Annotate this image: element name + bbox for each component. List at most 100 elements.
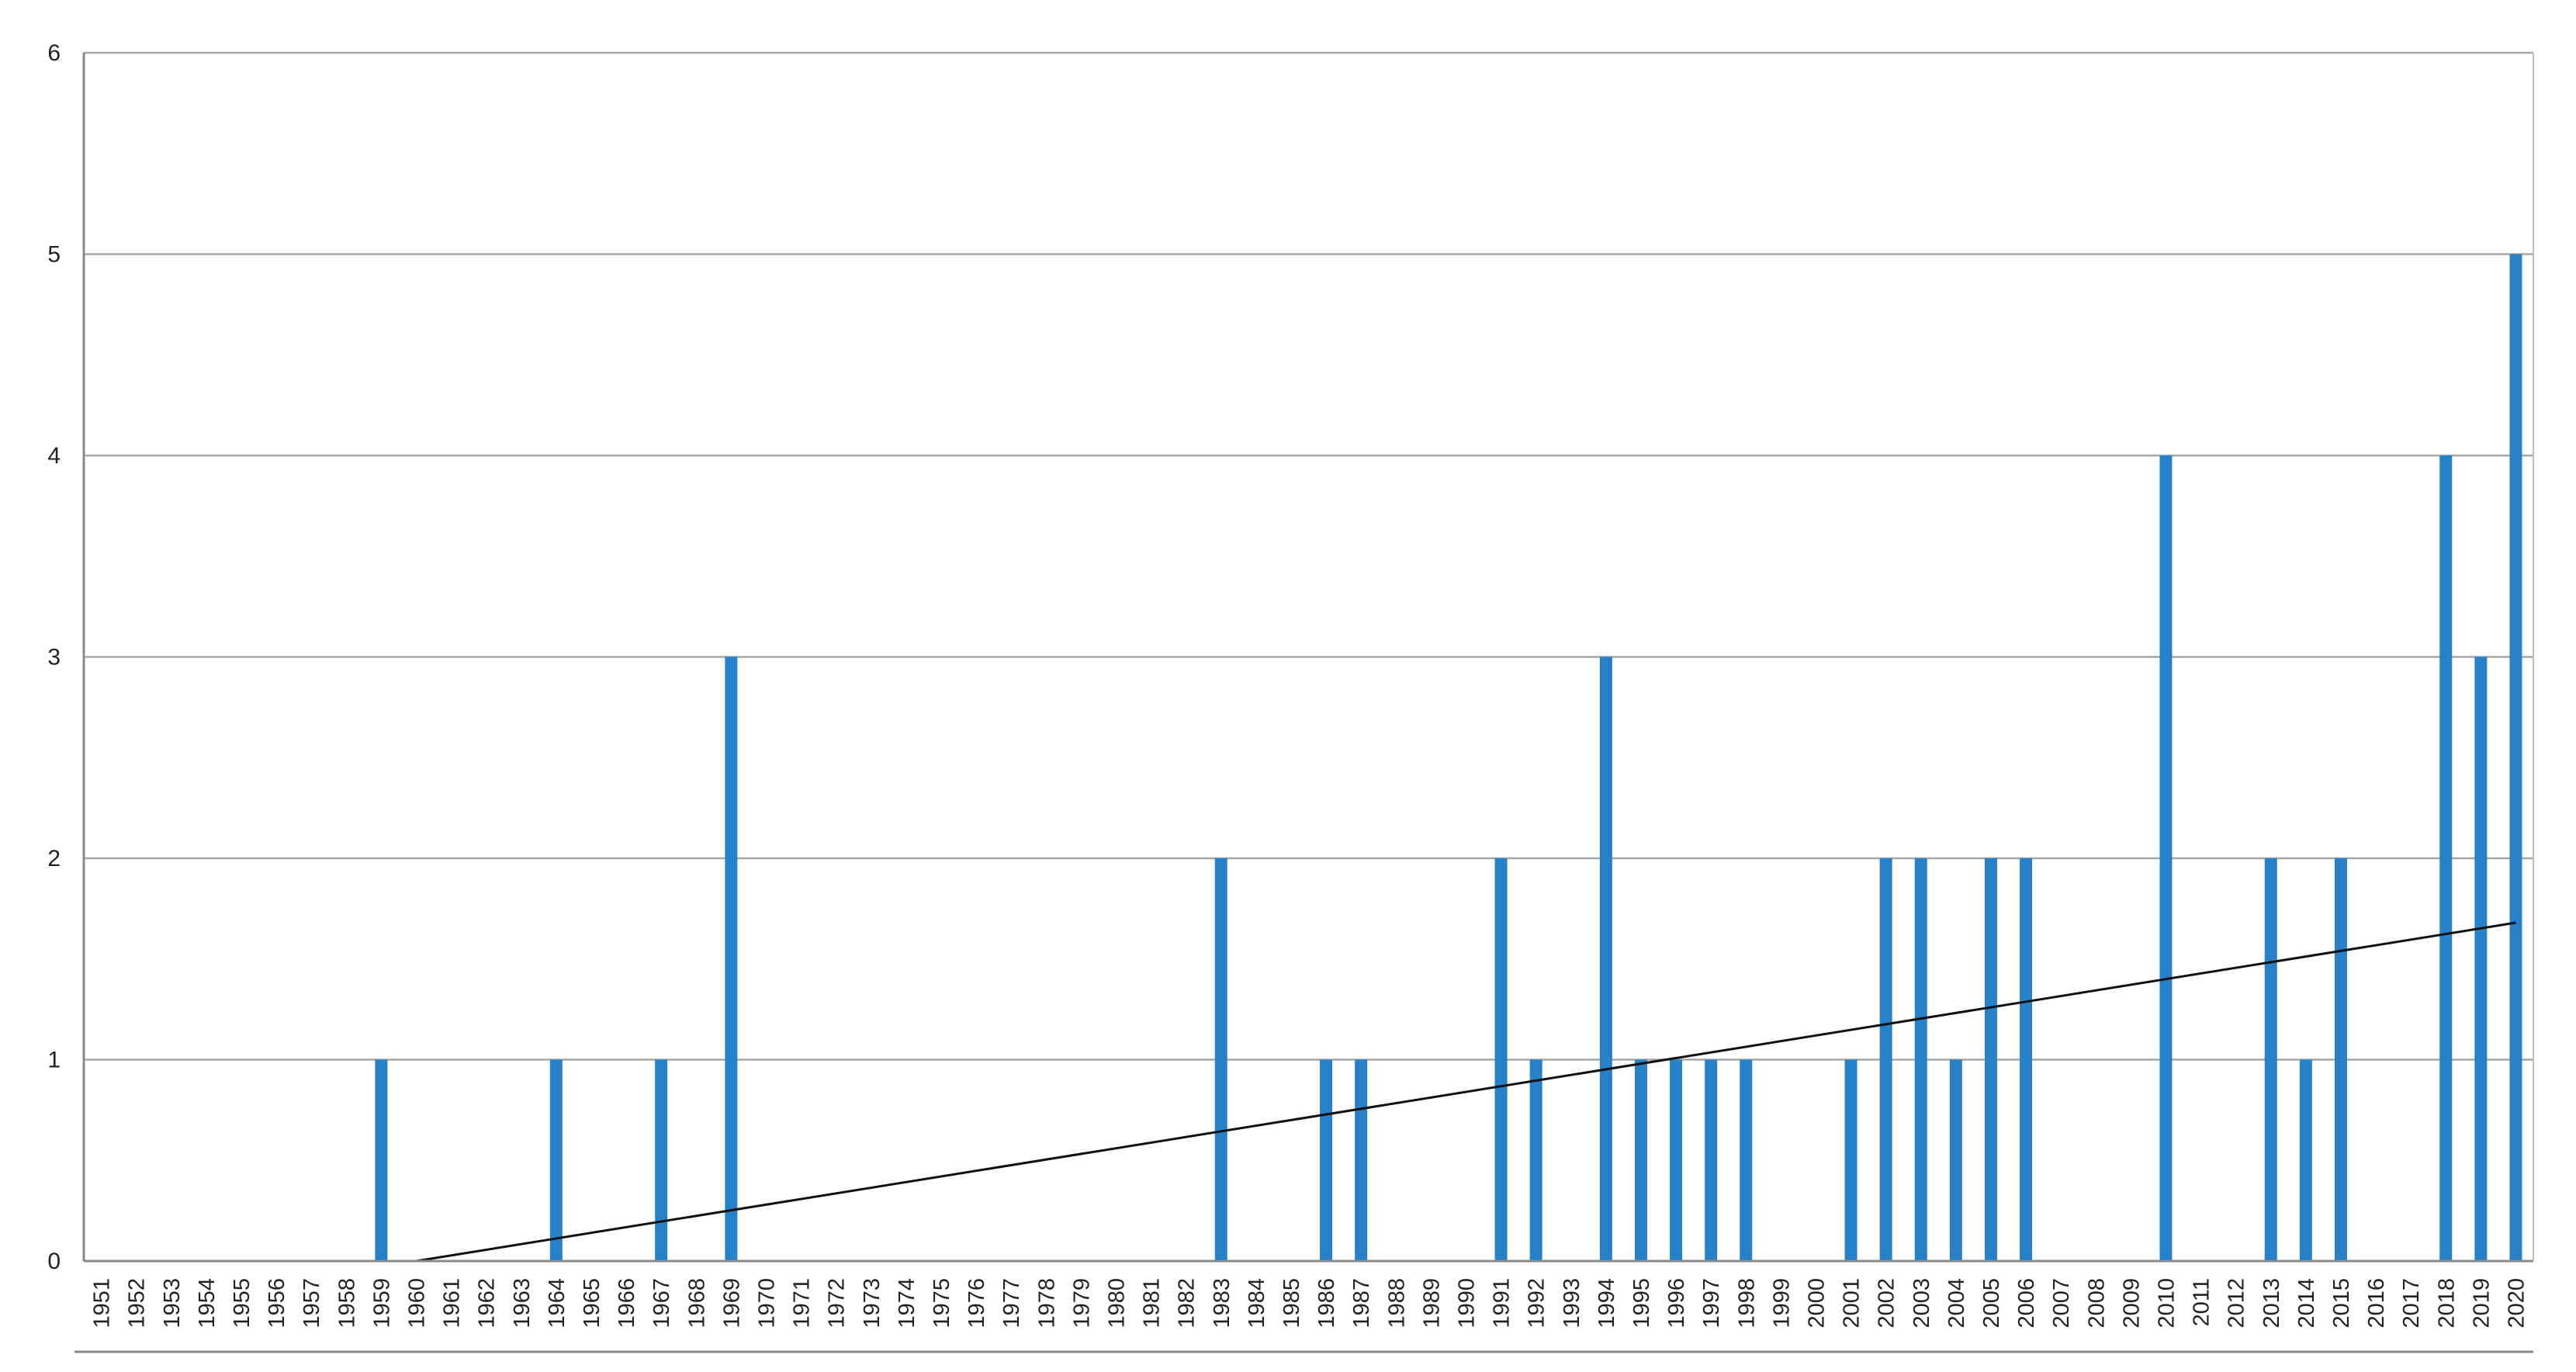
bar-2015 [2334, 858, 2347, 1261]
x-tick-label-1981: 1981 [1140, 1278, 1165, 1329]
x-tick-label-1971: 1971 [790, 1278, 815, 1329]
x-tick-label-2013: 2013 [2259, 1278, 2284, 1329]
x-tick-label-2018: 2018 [2434, 1278, 2459, 1329]
x-tick-label-2008: 2008 [2084, 1278, 2109, 1329]
x-tick-label-1960: 1960 [404, 1278, 429, 1329]
x-tick-label-1977: 1977 [999, 1278, 1024, 1329]
x-tick-label-1967: 1967 [649, 1278, 674, 1329]
bar-1991 [1494, 858, 1508, 1261]
bar-2001 [1844, 1059, 1858, 1261]
bars [375, 254, 2522, 1261]
y-tick-label-3: 3 [47, 645, 61, 670]
x-tick-labels: 1951 1952 1953 1954 1955 1956 1957 1958 1959 1960… [90, 1278, 2529, 1329]
x-tick-label-1976: 1976 [964, 1278, 989, 1329]
bar-1959 [375, 1059, 388, 1261]
bar-1996 [1670, 1059, 1683, 1261]
bar-1992 [1529, 1059, 1542, 1261]
x-tick-label-1995: 1995 [1629, 1278, 1654, 1329]
bar-2004 [1949, 1059, 1962, 1261]
x-tick-label-2015: 2015 [2329, 1278, 2354, 1329]
x-tick-label-1951: 1951 [90, 1278, 115, 1329]
x-tick-label-1965: 1965 [580, 1278, 604, 1329]
x-tick-label-2004: 2004 [1944, 1278, 1969, 1329]
y-tick-label-4: 4 [47, 443, 61, 469]
x-tick-label-1988: 1988 [1384, 1278, 1409, 1329]
x-tick-label-1982: 1982 [1175, 1278, 1200, 1329]
x-tick-label-1984: 1984 [1245, 1278, 1269, 1329]
trendline-group [416, 921, 2516, 1263]
x-tick-label-2010: 2010 [2154, 1278, 2179, 1329]
x-tick-label-1996: 1996 [1664, 1278, 1689, 1329]
bar-1998 [1740, 1059, 1753, 1261]
x-tick-label-1992: 1992 [1525, 1278, 1549, 1329]
x-tick-label-1962: 1962 [475, 1278, 500, 1329]
x-tick-label-1968: 1968 [684, 1278, 709, 1329]
bar-1995 [1634, 1059, 1647, 1261]
bar-2018 [2439, 456, 2453, 1261]
bar-2006 [2020, 858, 2033, 1261]
x-tick-label-1997: 1997 [1699, 1278, 1724, 1329]
x-tick-label-2009: 2009 [2119, 1278, 2144, 1329]
bar-2013 [2264, 858, 2277, 1261]
y-tick-labels: 0 1 2 3 4 5 6 [47, 40, 61, 1274]
x-tick-label-1991: 1991 [1490, 1278, 1515, 1329]
x-tick-label-1961: 1961 [440, 1278, 465, 1329]
x-tick-label-2005: 2005 [1979, 1278, 2004, 1329]
x-tick-label-1994: 1994 [1594, 1278, 1619, 1329]
x-tick-label-2012: 2012 [2225, 1278, 2249, 1329]
x-tick-label-1973: 1973 [860, 1278, 885, 1329]
x-tick-label-1957: 1957 [299, 1278, 324, 1329]
bar-1983 [1214, 858, 1227, 1261]
bar-1964 [549, 1059, 563, 1261]
bar-2002 [1879, 858, 1892, 1261]
bar-2020 [2509, 254, 2522, 1261]
x-tick-label-2019: 2019 [2469, 1278, 2494, 1329]
x-tick-label-2000: 2000 [1804, 1278, 1829, 1329]
x-tick-label-2016: 2016 [2364, 1278, 2389, 1329]
y-tick-label-1: 1 [47, 1048, 61, 1073]
x-tick-label-1970: 1970 [754, 1278, 779, 1329]
x-tick-label-1974: 1974 [895, 1278, 919, 1329]
x-tick-label-1969: 1969 [719, 1278, 744, 1329]
x-tick-label-1959: 1959 [369, 1278, 394, 1329]
trendline [416, 921, 2516, 1263]
x-tick-label-1972: 1972 [825, 1278, 850, 1329]
x-tick-label-1954: 1954 [195, 1278, 220, 1329]
x-tick-label-1987: 1987 [1349, 1278, 1374, 1329]
x-tick-label-1964: 1964 [545, 1278, 570, 1329]
x-tick-label-1990: 1990 [1454, 1278, 1479, 1329]
axes [74, 53, 2534, 1353]
bar-2019 [2474, 657, 2488, 1261]
bar-2014 [2299, 1059, 2312, 1261]
x-tick-label-1955: 1955 [230, 1278, 254, 1329]
x-tick-label-2002: 2002 [1875, 1278, 1899, 1329]
x-tick-label-1952: 1952 [125, 1278, 150, 1329]
bar-1987 [1355, 1059, 1368, 1261]
x-tick-label-2007: 2007 [2049, 1278, 2074, 1329]
bar-1997 [1705, 1059, 1718, 1261]
x-tick-label-2014: 2014 [2294, 1278, 2319, 1329]
gridlines [84, 51, 2533, 1061]
x-tick-label-1985: 1985 [1279, 1278, 1304, 1329]
x-tick-label-2020: 2020 [2504, 1278, 2529, 1329]
y-tick-label-6: 6 [47, 40, 61, 66]
bar-1994 [1599, 657, 1612, 1261]
x-tick-label-1978: 1978 [1034, 1278, 1059, 1329]
x-tick-label-1963: 1963 [510, 1278, 535, 1329]
bar-2005 [1984, 858, 1997, 1261]
bar-1969 [725, 657, 738, 1261]
x-tick-label-2006: 2006 [2014, 1278, 2039, 1329]
y-tick-label-5: 5 [47, 242, 61, 268]
x-tick-label-1998: 1998 [1734, 1278, 1759, 1329]
x-tick-label-1999: 1999 [1769, 1278, 1794, 1329]
bar-1967 [655, 1059, 668, 1261]
x-tick-label-1993: 1993 [1560, 1278, 1584, 1329]
x-tick-label-1975: 1975 [930, 1278, 954, 1329]
bar-2003 [1914, 858, 1927, 1261]
x-tick-label-1966: 1966 [615, 1278, 639, 1329]
x-tick-label-2017: 2017 [2399, 1278, 2424, 1329]
x-tick-label-1979: 1979 [1069, 1278, 1094, 1329]
x-tick-label-1989: 1989 [1419, 1278, 1444, 1329]
